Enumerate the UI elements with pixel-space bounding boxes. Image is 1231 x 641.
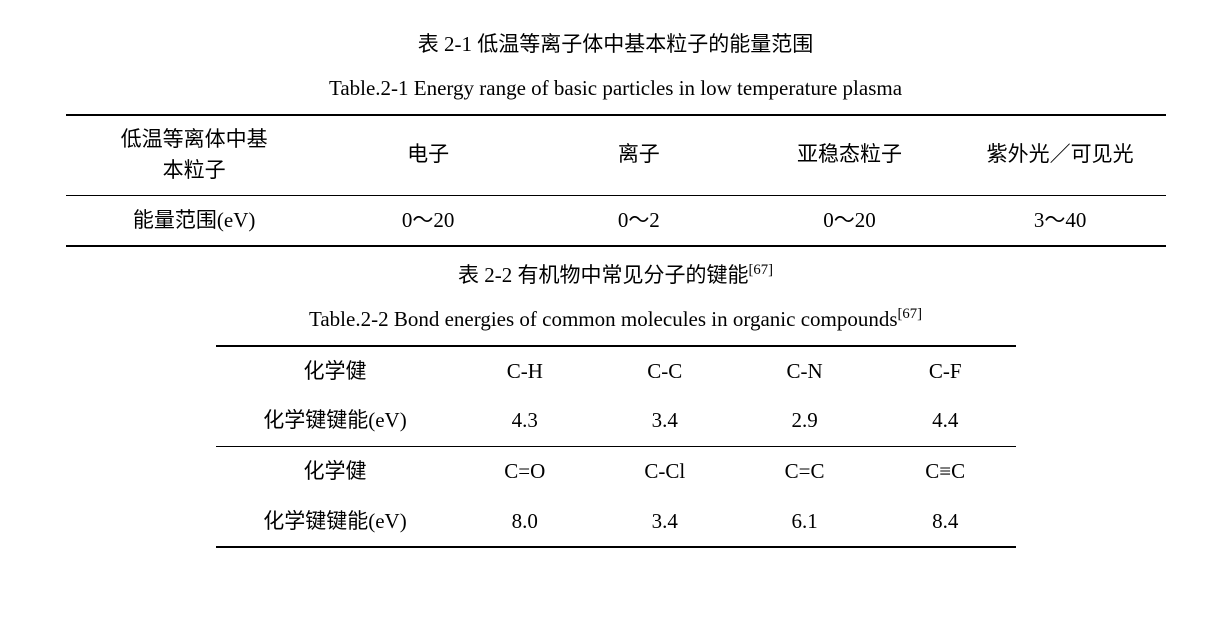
table1-value-2: 0～20: [744, 195, 955, 246]
table1: 低温等离体中基 本粒子 电子 离子 亚稳态粒子 紫外光／可见光 能量范围(eV)…: [66, 114, 1166, 248]
table1-col-header-2: 亚稳态粒子: [744, 115, 955, 196]
table1-value-3: 3～40: [955, 195, 1166, 246]
table2-row1-bond-3: C-F: [875, 346, 1016, 397]
table2-row1-bonds: 化学健 C-H C-C C-N C-F: [216, 346, 1016, 397]
table2-row2-energy-3: 8.4: [875, 497, 1016, 548]
table1-header-label-line2: 本粒子: [163, 158, 226, 182]
table1-col-header-1: 离子: [533, 115, 744, 196]
table2-row2-bond-1: C-Cl: [595, 446, 734, 496]
table1-col-header-3: 紫外光／可见光: [955, 115, 1166, 196]
table2-row2-bond-2: C=C: [734, 446, 875, 496]
table2-caption-cn-ref: [67]: [749, 262, 773, 278]
table2-row1-energy-0: 4.3: [454, 396, 595, 446]
table1-header-row: 低温等离体中基 本粒子 电子 离子 亚稳态粒子 紫外光／可见光: [66, 115, 1166, 196]
table1-caption-en: Table.2-1 Energy range of basic particle…: [40, 70, 1191, 108]
table2-label-bond-2: 化学健: [216, 446, 455, 496]
table2-label-energy-1: 化学键键能(eV): [216, 396, 455, 446]
table2-row2-bonds: 化学健 C=O C-Cl C=C C≡C: [216, 446, 1016, 496]
table1-value-0: 0～20: [323, 195, 534, 246]
table2-label-bond-1: 化学健: [216, 346, 455, 397]
table2-row1-bond-2: C-N: [734, 346, 875, 397]
table2: 化学健 C-H C-C C-N C-F 化学键键能(eV) 4.3 3.4 2.…: [216, 345, 1016, 548]
table2-caption-cn-text: 表 2-2 有机物中常见分子的键能: [458, 263, 749, 287]
table2-row1-energy-2: 2.9: [734, 396, 875, 446]
table2-row1-energy-3: 4.4: [875, 396, 1016, 446]
table2-caption-en-ref: [67]: [898, 306, 922, 322]
table2-label-energy-2: 化学键键能(eV): [216, 497, 455, 548]
table2-row2-energy-0: 8.0: [454, 497, 595, 548]
table2-row2-bond-3: C≡C: [875, 446, 1016, 496]
table1-caption-cn: 表 2-1 低温等离子体中基本粒子的能量范围: [40, 26, 1191, 64]
table1-row-label: 能量范围(eV): [66, 195, 323, 246]
table2-caption-cn: 表 2-2 有机物中常见分子的键能[67]: [40, 257, 1191, 295]
table2-row1-bond-0: C-H: [454, 346, 595, 397]
table1-col-header-0: 电子: [323, 115, 534, 196]
table2-caption-en: Table.2-2 Bond energies of common molecu…: [40, 301, 1191, 339]
table1-header-label: 低温等离体中基 本粒子: [66, 115, 323, 196]
table1-header-label-line1: 低温等离体中基: [121, 127, 268, 151]
table1-data-row: 能量范围(eV) 0～20 0～2 0～20 3～40: [66, 195, 1166, 246]
table2-caption-en-text: Table.2-2 Bond energies of common molecu…: [309, 307, 898, 331]
table2-row2-energies: 化学键键能(eV) 8.0 3.4 6.1 8.4: [216, 497, 1016, 548]
table2-row2-bond-0: C=O: [454, 446, 595, 496]
table1-value-1: 0～2: [533, 195, 744, 246]
table2-row2-energy-2: 6.1: [734, 497, 875, 548]
table2-row1-energies: 化学键键能(eV) 4.3 3.4 2.9 4.4: [216, 396, 1016, 446]
table2-row1-bond-1: C-C: [595, 346, 734, 397]
table2-row2-energy-1: 3.4: [595, 497, 734, 548]
table2-row1-energy-1: 3.4: [595, 396, 734, 446]
